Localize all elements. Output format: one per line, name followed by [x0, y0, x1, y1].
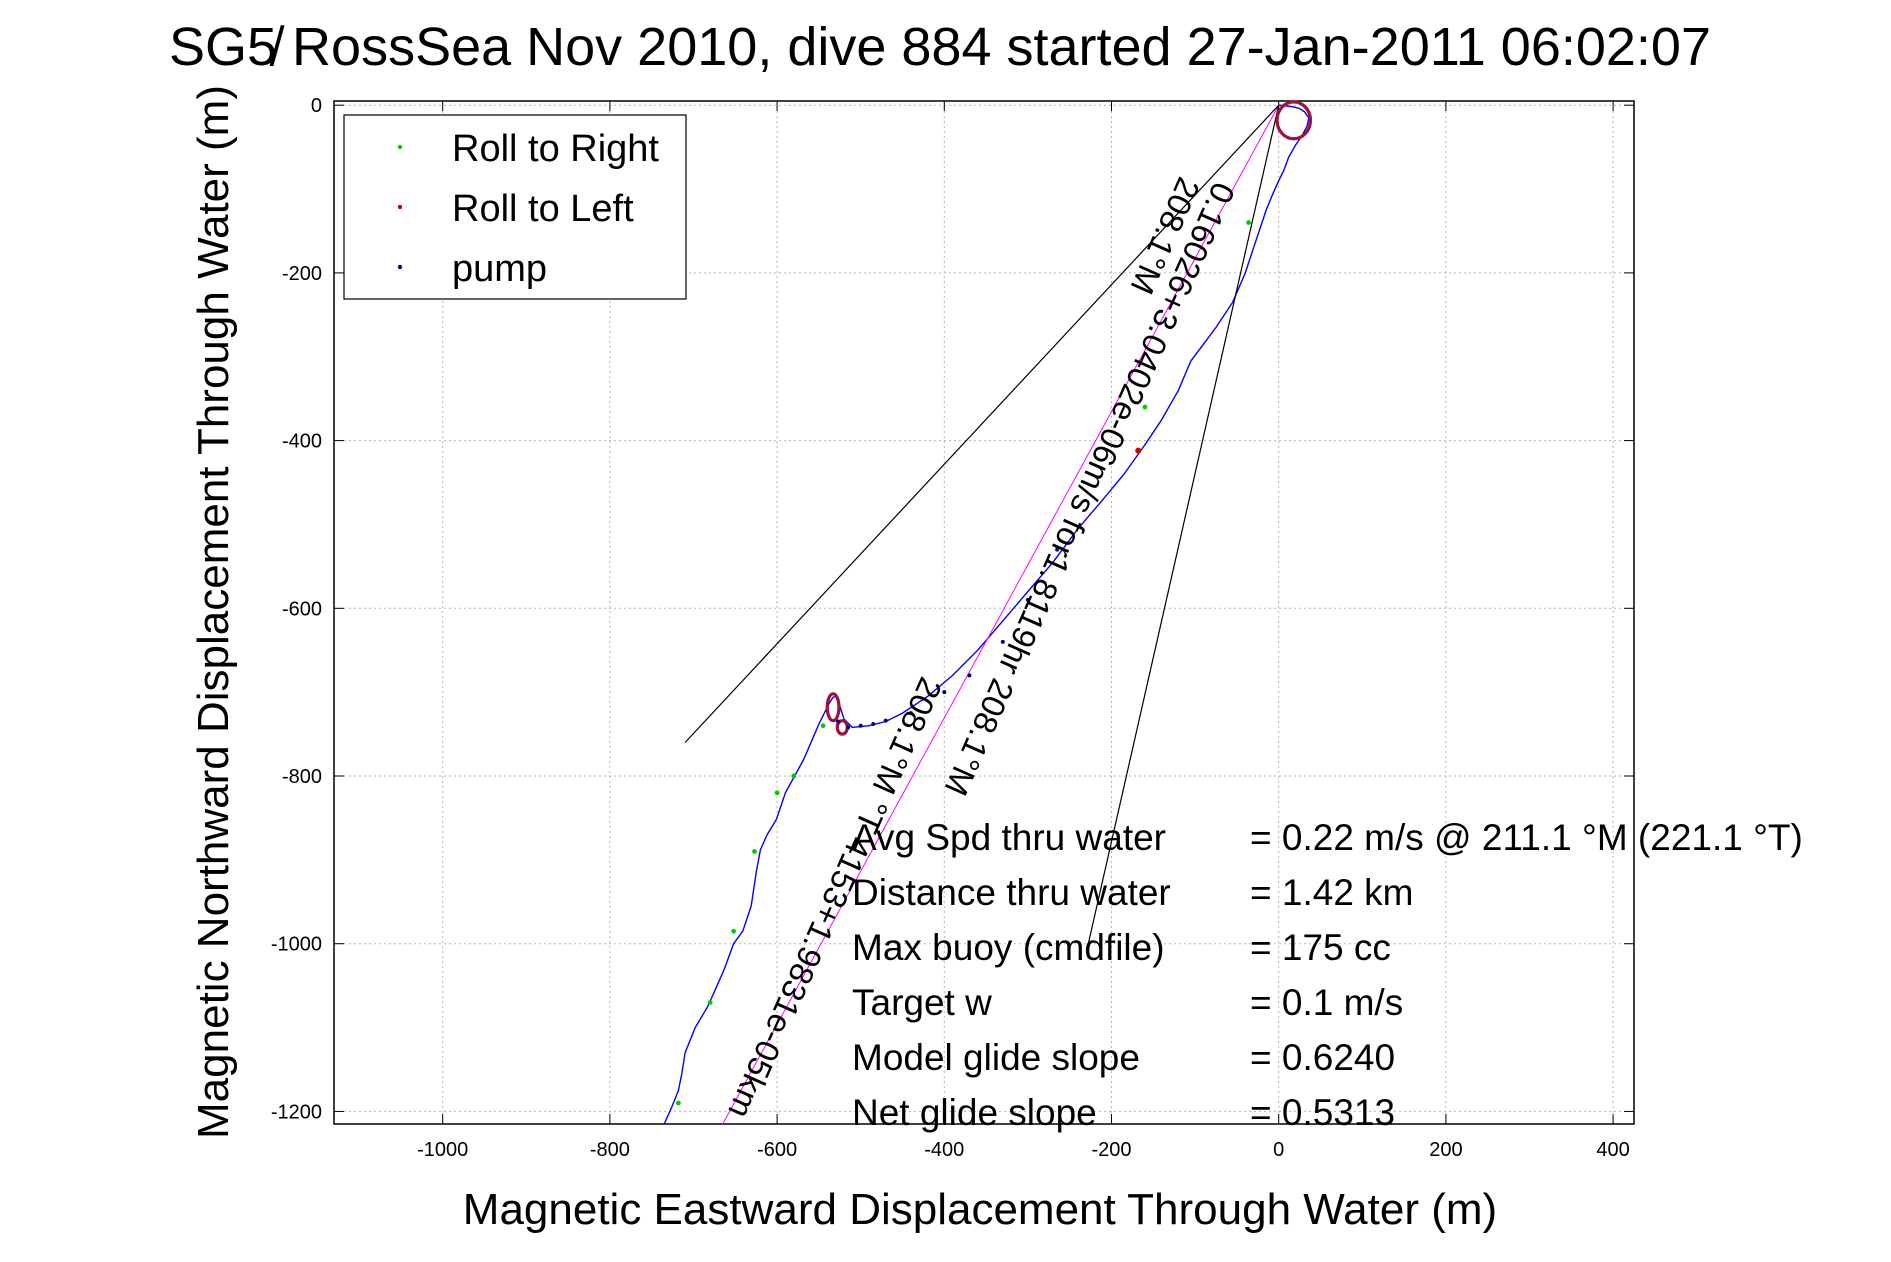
legend: Roll to Right Roll to Left pump: [343, 114, 687, 300]
x-tick-label: 200: [1429, 1139, 1462, 1161]
roll-right-marker: [820, 723, 826, 729]
pump-marker: [1055, 547, 1060, 552]
stat-value: = 175 cc: [1250, 927, 1391, 968]
pump-marker: [883, 718, 888, 723]
roll-right-marker: [1246, 220, 1251, 225]
y-tick-label: -600: [282, 598, 322, 620]
x-tick-label: -1000: [417, 1139, 468, 1161]
x-axis-label: Magnetic Eastward Displacement Through W…: [463, 1185, 1497, 1234]
stat-label: Avg Spd thru water: [852, 817, 1166, 858]
legend-label: Roll to Right: [452, 128, 659, 170]
roll-right-marker: [791, 773, 797, 779]
roll-right-marker: [774, 790, 780, 796]
y-tick-label: -400: [282, 431, 322, 453]
y-tick-label: -800: [282, 766, 322, 788]
cone-line-right: [1085, 105, 1280, 953]
stat-label: Target w: [852, 982, 992, 1023]
x-tick-label: 0: [1273, 1139, 1284, 1161]
model-track-line: [722, 104, 1280, 1125]
pump-marker: [858, 723, 863, 728]
markers-layer: [676, 220, 1251, 1106]
stat-label: Model glide slope: [852, 1037, 1140, 1078]
stat-value: = 0.1 m/s: [1250, 982, 1403, 1023]
roll-left-marker: [1135, 447, 1142, 454]
legend-marker: [397, 204, 403, 210]
y-tick-label: 0: [311, 95, 322, 117]
stat-value: = 0.6240: [1250, 1037, 1395, 1078]
pump-marker: [1025, 597, 1030, 602]
roll-right-marker: [752, 849, 757, 854]
pump-marker: [967, 673, 972, 678]
roll-left-loop-top: [825, 692, 841, 723]
y-tick-label: -1200: [271, 1101, 322, 1123]
y-tick-label: -200: [282, 263, 322, 285]
roll-right-marker: [1142, 404, 1148, 410]
legend-marker: [397, 144, 403, 150]
x-tick-label: -200: [1091, 1139, 1131, 1161]
stat-label: Net glide slope: [852, 1092, 1097, 1133]
cone-line-left: [684, 104, 1280, 743]
x-tick-label: -400: [924, 1139, 964, 1161]
y-tick-label: -1000: [271, 934, 322, 956]
pump-marker: [908, 711, 913, 716]
legend-label: Roll to Left: [452, 188, 634, 230]
stat-value: = 0.5313: [1250, 1092, 1395, 1133]
stat-label: Max buoy (cmdfile): [852, 927, 1165, 968]
pump-marker: [846, 725, 851, 730]
roll-left-loop-surface: [1275, 100, 1313, 141]
legend-marker: [397, 264, 403, 270]
lines-layer: [663, 100, 1313, 1125]
x-tick-label: -600: [757, 1139, 797, 1161]
stat-value: = 1.42 km: [1250, 872, 1414, 913]
pump-marker: [1000, 639, 1005, 644]
chart-title: SG5̸ RossSea Nov 2010, dive 884 started …: [169, 17, 1711, 77]
ticks-layer: -1000 -800 -600 -400 -200 0 200 400 0 -200 -400 -60…: [271, 95, 1634, 1161]
x-tick-label: 400: [1596, 1139, 1629, 1161]
pump-marker: [836, 719, 841, 724]
y-axis-label: Magnetic Northward Displacement Through …: [189, 85, 238, 1139]
roll-right-marker: [731, 928, 737, 934]
stat-label: Distance thru water: [852, 872, 1171, 913]
pump-marker: [942, 690, 947, 695]
pump-marker: [871, 722, 876, 727]
x-tick-label: -800: [590, 1139, 630, 1161]
roll-right-marker: [676, 1100, 681, 1106]
plot-area: -1000 -800 -600 -400 -200 0 200 400 0 -200 -400 -60…: [271, 95, 1803, 1161]
roll-right-marker: [707, 1000, 713, 1005]
dive-track-line: [663, 104, 1310, 1125]
legend-label: pump: [452, 248, 547, 290]
stat-value: = 0.22 m/s @ 211.1 °M (221.1 °T): [1250, 817, 1803, 858]
